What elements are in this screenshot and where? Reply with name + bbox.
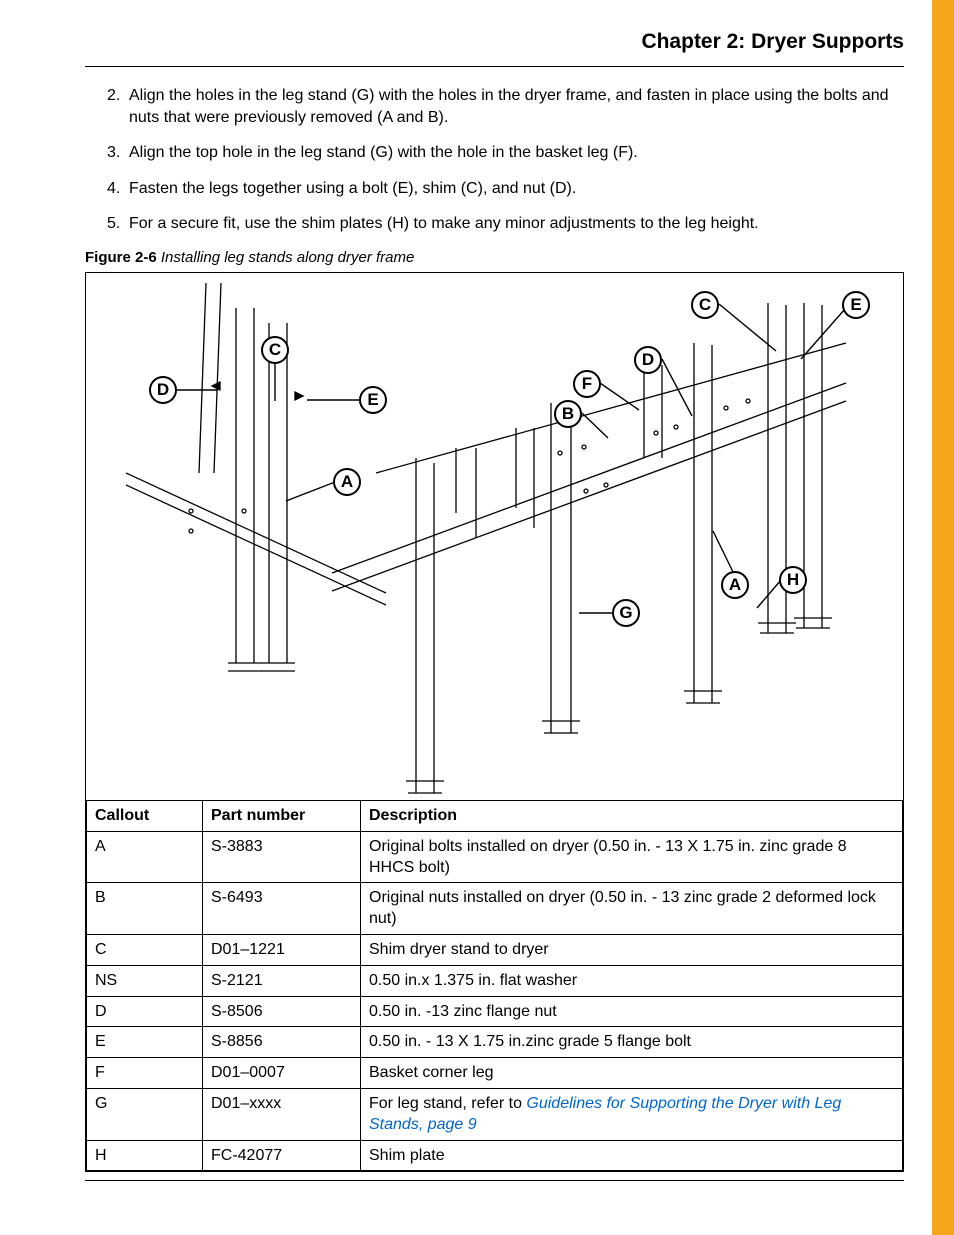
parts-table: Callout Part number Description AS-3883O… xyxy=(86,800,903,1171)
instruction-step: 4.Fasten the legs together using a bolt … xyxy=(107,178,904,200)
step-text: Fasten the legs together using a bolt (E… xyxy=(129,178,576,200)
footer-rule xyxy=(85,1180,904,1181)
cell-part-number: S-8856 xyxy=(203,1027,361,1058)
header-rule xyxy=(85,66,904,67)
callout-circle: E xyxy=(842,291,870,319)
step-number: 4. xyxy=(107,178,129,200)
callout-circle: E xyxy=(359,386,387,414)
callout-g: G xyxy=(612,599,640,627)
callout-circle: C xyxy=(261,336,289,364)
page: Chapter 2: Dryer Supports 2.Align the ho… xyxy=(0,0,954,1235)
instruction-step: 3.Align the top hole in the leg stand (G… xyxy=(107,142,904,164)
callout-circle: B xyxy=(554,400,582,428)
table-row: NSS-21210.50 in.x 1.375 in. flat washer xyxy=(87,965,903,996)
cell-callout: B xyxy=(87,883,203,935)
cell-callout: A xyxy=(87,831,203,883)
callout-circle: C xyxy=(691,291,719,319)
callout-circle: A xyxy=(721,571,749,599)
instruction-step: 5.For a secure fit, use the shim plates … xyxy=(107,213,904,235)
table-row: BS-6493Original nuts installed on dryer … xyxy=(87,883,903,935)
cell-callout: D xyxy=(87,996,203,1027)
cell-callout: E xyxy=(87,1027,203,1058)
step-text: For a secure fit, use the shim plates (H… xyxy=(129,213,759,235)
cell-callout: H xyxy=(87,1140,203,1171)
step-text: Align the top hole in the leg stand (G) … xyxy=(129,142,638,164)
cell-part-number: D01–0007 xyxy=(203,1058,361,1089)
cell-callout: NS xyxy=(87,965,203,996)
col-header-desc: Description xyxy=(361,800,903,831)
cell-description: Shim dryer stand to dryer xyxy=(361,934,903,965)
callout-circle: D xyxy=(149,376,177,404)
table-row: DS-85060.50 in. -13 zinc flange nut xyxy=(87,996,903,1027)
step-number: 3. xyxy=(107,142,129,164)
step-text: Align the holes in the leg stand (G) wit… xyxy=(129,85,904,128)
table-row: HFC-42077Shim plate xyxy=(87,1140,903,1171)
cell-part-number: S-6493 xyxy=(203,883,361,935)
callout-d: D xyxy=(634,346,662,374)
cell-description: Original bolts installed on dryer (0.50 … xyxy=(361,831,903,883)
instruction-step: 2.Align the holes in the leg stand (G) w… xyxy=(107,85,904,128)
cell-callout: F xyxy=(87,1058,203,1089)
callout-a: A xyxy=(333,468,361,496)
instruction-list: 2.Align the holes in the leg stand (G) w… xyxy=(107,85,904,235)
step-number: 5. xyxy=(107,213,129,235)
callout-e: E xyxy=(359,386,387,414)
callout-circle: G xyxy=(612,599,640,627)
cell-part-number: D01–1221 xyxy=(203,934,361,965)
cell-part-number: S-8506 xyxy=(203,996,361,1027)
diagram-svg xyxy=(86,273,883,800)
table-row: ES-88560.50 in. - 13 X 1.75 in.zinc grad… xyxy=(87,1027,903,1058)
table-row: CD01–1221Shim dryer stand to dryer xyxy=(87,934,903,965)
cell-description: Shim plate xyxy=(361,1140,903,1171)
cell-description: 0.50 in. - 13 X 1.75 in.zinc grade 5 fla… xyxy=(361,1027,903,1058)
cell-part-number: D01–xxxx xyxy=(203,1088,361,1140)
cell-part-number: S-3883 xyxy=(203,831,361,883)
table-row: GD01–xxxxFor leg stand, refer to Guideli… xyxy=(87,1088,903,1140)
cell-description: For leg stand, refer to Guidelines for S… xyxy=(361,1088,903,1140)
cell-callout: C xyxy=(87,934,203,965)
col-header-callout: Callout xyxy=(87,800,203,831)
figure-label: Figure 2-6 xyxy=(85,249,157,266)
chapter-title: Chapter 2: Dryer Supports xyxy=(85,30,954,54)
cell-description: 0.50 in.x 1.375 in. flat washer xyxy=(361,965,903,996)
figure-caption: Figure 2-6 Installing leg stands along d… xyxy=(85,249,954,266)
table-row: FD01–0007Basket corner leg xyxy=(87,1058,903,1089)
col-header-part: Part number xyxy=(203,800,361,831)
callout-d: D xyxy=(149,376,177,404)
table-header-row: Callout Part number Description xyxy=(87,800,903,831)
callout-c: C xyxy=(261,336,289,364)
callout-a: A xyxy=(721,571,749,599)
cell-part-number: FC-42077 xyxy=(203,1140,361,1171)
xref-link[interactable]: Guidelines for Supporting the Dryer with… xyxy=(369,1095,841,1133)
callout-e: E xyxy=(842,291,870,319)
callout-circle: H xyxy=(779,566,807,594)
callout-circle: D xyxy=(634,346,662,374)
cell-description: 0.50 in. -13 zinc flange nut xyxy=(361,996,903,1027)
callout-circle: A xyxy=(333,468,361,496)
cell-part-number: S-2121 xyxy=(203,965,361,996)
callout-f: F xyxy=(573,370,601,398)
figure-caption-text: Installing leg stands along dryer frame xyxy=(161,249,414,266)
callout-h: H xyxy=(779,566,807,594)
callout-circle: F xyxy=(573,370,601,398)
callout-c: C xyxy=(691,291,719,319)
cell-callout: G xyxy=(87,1088,203,1140)
cell-description: Original nuts installed on dryer (0.50 i… xyxy=(361,883,903,935)
figure-box: DCEABFDCEAHG Callout Part number Descrip… xyxy=(85,272,904,1172)
callout-b: B xyxy=(554,400,582,428)
cell-description: Basket corner leg xyxy=(361,1058,903,1089)
step-number: 2. xyxy=(107,85,129,128)
figure-diagram: D C E A BF D C E A H G xyxy=(86,273,903,800)
table-row: AS-3883Original bolts installed on dryer… xyxy=(87,831,903,883)
side-stripe xyxy=(932,0,954,1235)
